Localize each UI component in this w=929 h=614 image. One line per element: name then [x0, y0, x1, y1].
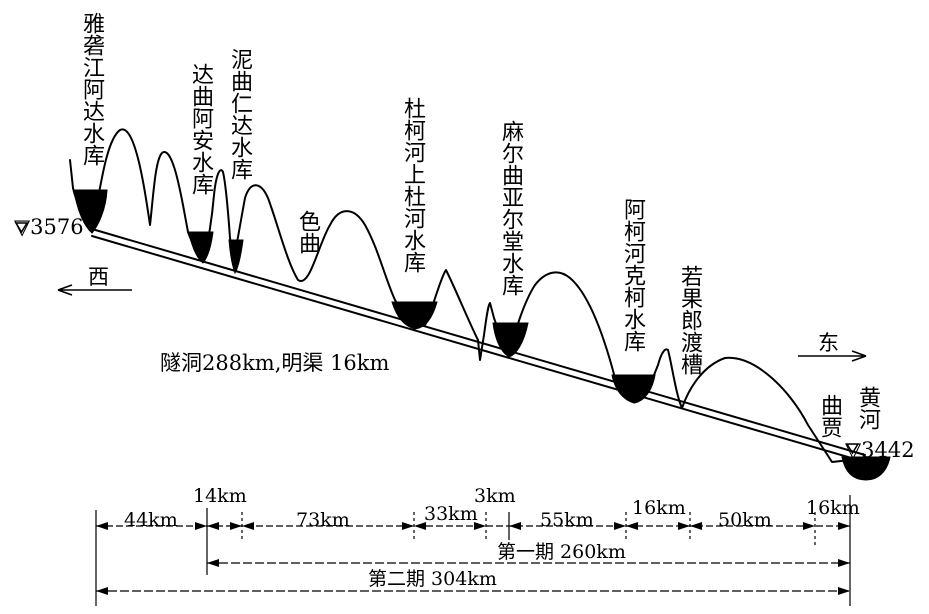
feature-label-sequ: 色曲: [295, 210, 320, 254]
reservoir-label-yalong: 雅砻江阿达水库: [79, 12, 104, 166]
reservoir-basin-yalong: [73, 189, 108, 234]
phase1-total-label: 第一期 260km: [497, 541, 626, 563]
reservoir-label-niqu: 泥曲仁达水库: [227, 48, 252, 180]
reservoir-label-ake: 阿柯河克柯水库: [620, 198, 645, 352]
feature-label-qujia: 曲贾: [817, 394, 842, 438]
elevation-label-east: ▽3442: [845, 438, 915, 462]
reservoir-basin-huanghe: [841, 456, 891, 481]
west-arrow-icon: [57, 284, 132, 296]
segment-label-6: 55km: [540, 509, 594, 531]
reservoir-basin-duke: [391, 301, 438, 330]
direction-label-west: 西: [88, 265, 109, 289]
direction-label-east: 东: [818, 331, 839, 355]
segment-label-5: 3km: [474, 485, 516, 507]
reservoir-basin-niqu: [228, 239, 244, 275]
reservoir-basin-maerqu: [492, 322, 529, 358]
reservoir-label-duke: 杜柯河上杜河水库: [400, 97, 425, 273]
feature-label-huanghe: 黄河: [855, 386, 880, 430]
elevation-marker-west-icon: [14, 222, 29, 234]
segment-label-3: 73km: [296, 509, 350, 531]
route-note: 隧洞288km,明渠 16km: [160, 351, 390, 375]
segment-label-7: 16km: [632, 497, 686, 519]
reservoir-label-maerqu: 麻尔曲亚尔堂水库: [498, 120, 523, 296]
reservoir-basin-daqu: [188, 231, 214, 264]
elevation-marker-east-icon: [845, 443, 860, 455]
segment-label-1: 44km: [124, 509, 178, 531]
segment-label-4: 33km: [424, 503, 478, 525]
east-arrow-icon: [798, 350, 867, 362]
segment-label-2: 14km: [193, 485, 247, 507]
reservoir-basin-ake: [611, 374, 656, 404]
phase2-total-label: 第二期 304km: [368, 568, 497, 590]
dimension-arrowheads: [96, 522, 850, 595]
elevation-label-west: ▽3576: [14, 215, 84, 239]
feature-label-ruoguolang: 若果郎渡槽: [677, 265, 702, 375]
reservoir-label-daqu: 达曲阿安水库: [188, 63, 213, 195]
segment-label-9: 16km: [806, 497, 860, 519]
segment-label-8: 50km: [718, 509, 772, 531]
